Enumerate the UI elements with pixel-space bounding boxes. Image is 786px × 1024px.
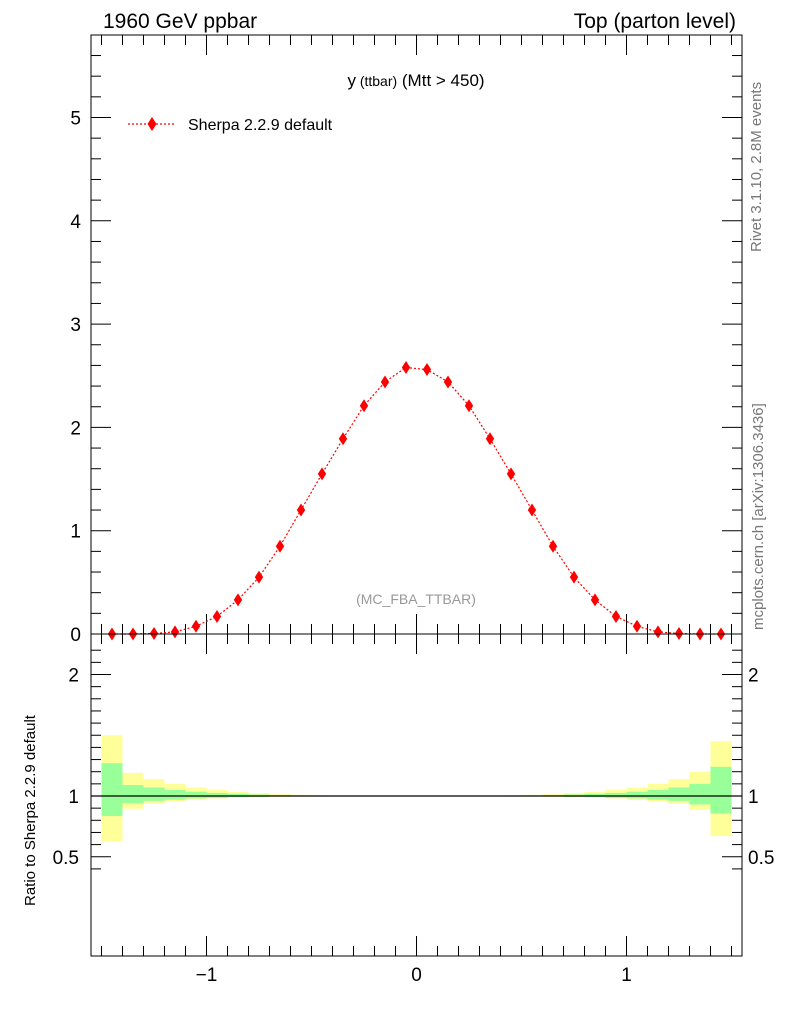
band-inner — [101, 763, 123, 817]
data-point — [485, 432, 495, 446]
data-point — [170, 625, 180, 639]
data-point — [149, 626, 159, 640]
data-point — [212, 609, 222, 623]
header-right: Top (parton level) — [574, 10, 736, 33]
data-point — [401, 360, 411, 374]
analysis-watermark: (MC_FBA_TTBAR) — [356, 591, 476, 607]
series-line — [112, 366, 721, 635]
legend-marker — [147, 117, 157, 131]
data-point — [611, 609, 621, 623]
plot-title-var: y — [347, 71, 356, 90]
data-point — [317, 467, 327, 481]
band-inner — [185, 791, 207, 799]
y-tick-label: 1 — [70, 522, 81, 543]
ratio-bands — [91, 735, 742, 842]
data-point — [359, 399, 369, 413]
main-axis-ticks — [91, 35, 742, 635]
data-point — [590, 593, 600, 607]
plot-title-rest: (Mtt > 450) — [397, 71, 484, 90]
ratio-tick-labels: 0.5 0.5 1 1 2 2 −1 0 1 — [53, 666, 775, 987]
y-tick-label: 4 — [70, 212, 81, 233]
band-inner — [605, 792, 627, 798]
plot-title-sub: (ttbar) — [356, 73, 397, 89]
header-left: 1960 GeV ppbar — [103, 10, 257, 33]
main-y-tick-labels: 0 1 2 3 4 5 — [70, 109, 81, 647]
ratio-axis-ticks — [91, 634, 742, 956]
main-panel: 0 1 2 3 4 5 y (ttbar) (Mtt > 450) Sherpa 2.2.… — [70, 34, 743, 647]
band-inner — [710, 766, 732, 814]
data-point — [632, 619, 642, 633]
data-point — [233, 593, 243, 607]
plot-title: y (ttbar) (Mtt > 450) — [347, 71, 484, 90]
data-point — [296, 503, 306, 517]
ratio-y-tick-label: 0.5 — [53, 848, 79, 869]
ratio-panel: 0.5 0.5 1 1 2 2 −1 0 1 Ratio to Sherpa 2.2.9 def… — [22, 633, 775, 987]
band-inner — [122, 785, 144, 804]
ratio-y-tick-label-right: 2 — [748, 666, 759, 687]
ratio-y-axis-label: Ratio to Sherpa 2.2.9 default — [22, 714, 39, 906]
mcplots-label: mcplots.cern.ch [arXiv:1306.3436] — [750, 403, 767, 630]
data-point — [254, 570, 264, 584]
legend-label: Sherpa 2.2.9 default — [188, 117, 333, 134]
y-tick-label: 0 — [70, 625, 81, 646]
data-point — [338, 432, 348, 446]
data-point — [569, 570, 579, 584]
data-point — [380, 375, 390, 389]
data-point — [443, 375, 453, 389]
ratio-y-tick-label: 1 — [68, 787, 79, 808]
band-inner — [647, 789, 669, 800]
ratio-y-tick-label: 2 — [68, 666, 79, 687]
y-tick-label: 3 — [70, 315, 81, 336]
ratio-y-tick-label-right: 1 — [748, 787, 759, 808]
x-tick-label: 1 — [621, 965, 632, 986]
band-inner — [626, 791, 648, 799]
data-point — [653, 625, 663, 639]
data-point — [674, 626, 684, 640]
ratio-plot-frame — [90, 633, 743, 957]
ratio-y-tick-label-right: 0.5 — [748, 848, 774, 869]
data-point — [191, 619, 201, 633]
data-point — [506, 467, 516, 481]
data-point — [422, 363, 432, 377]
band-inner — [206, 792, 228, 798]
band-inner — [143, 787, 165, 801]
band-inner — [689, 783, 711, 805]
y-tick-label: 2 — [70, 418, 81, 439]
x-tick-label: −1 — [196, 965, 218, 986]
data-point — [527, 503, 537, 517]
rivet-label: Rivet 3.1.10, 2.8M events — [748, 82, 765, 252]
y-tick-label: 5 — [70, 109, 81, 130]
data-point — [275, 539, 285, 553]
band-inner — [164, 789, 186, 800]
data-point — [464, 399, 474, 413]
data-point — [548, 539, 558, 553]
legend: Sherpa 2.2.9 default — [128, 117, 333, 134]
x-tick-label: 0 — [411, 965, 422, 986]
band-inner — [668, 787, 690, 801]
